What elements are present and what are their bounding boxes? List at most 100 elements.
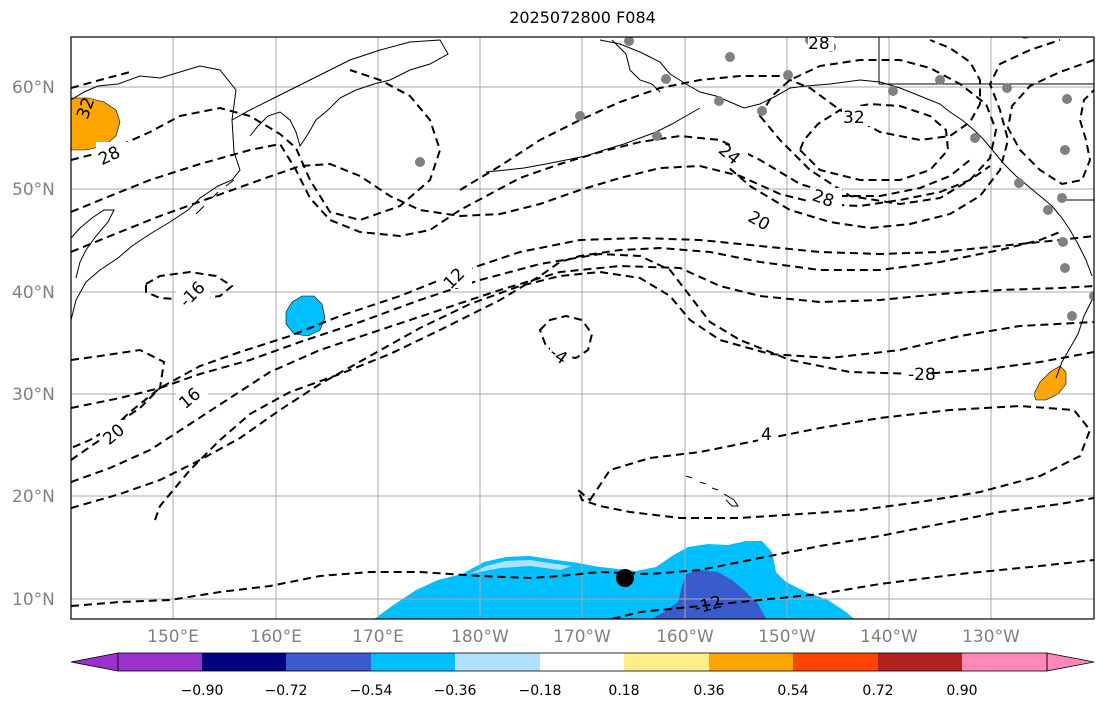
station-dot [661, 74, 671, 84]
boundary-us-canada [879, 83, 1094, 201]
station-dots [415, 37, 1094, 321]
contours [71, 39, 1094, 619]
colorbar-segment [371, 653, 455, 671]
contour-line [798, 102, 950, 181]
contour-line [71, 264, 1094, 483]
station-dot [1058, 237, 1068, 247]
colorbar-label: 0.54 [777, 683, 808, 699]
colorbar-extend-right [1046, 652, 1095, 672]
colorbar-extend-left [70, 652, 119, 672]
colorbar: −0.90 −0.72 −0.54 −0.36 −0.18 0.18 0.36 … [70, 652, 1095, 699]
anomaly-region-blue [651, 570, 767, 619]
station-dot [1002, 83, 1012, 93]
colorbar-label: −0.54 [350, 683, 393, 699]
coastline-baja [1055, 299, 1093, 379]
contour-line [71, 69, 442, 222]
coastline-kuril [195, 179, 235, 215]
lon-label: 150°E [147, 627, 199, 647]
contour-line [758, 59, 998, 206]
colorbar-segment [286, 653, 371, 671]
contour-line [607, 559, 1094, 619]
contour-line [71, 134, 971, 238]
anomaly-region-cyan-blob [285, 295, 326, 337]
lat-label: 10°N [12, 590, 55, 610]
colorbar-label: 0.72 [862, 683, 893, 699]
map-title: 2025072800 F084 [509, 8, 656, 27]
station-dot [935, 75, 945, 85]
lat-label: 30°N [12, 385, 55, 405]
colorbar-segment [962, 653, 1047, 671]
anomaly-region-orange-baja [1033, 365, 1067, 401]
contour-line [1006, 59, 1094, 186]
graticule [71, 37, 1094, 619]
coastline-alaska [599, 39, 1093, 277]
colorbar-segment [118, 653, 202, 671]
lon-label: 140°W [860, 627, 918, 647]
coastline-aleutians [485, 107, 701, 173]
storm-center-marker [616, 569, 634, 587]
colorbar-segment [202, 653, 286, 671]
anomaly-region-lightblue-edge [470, 560, 572, 574]
contour-label: 28 [808, 34, 830, 54]
contour-line [71, 252, 1094, 409]
lat-label: 60°N [12, 78, 55, 98]
contour-line [71, 348, 166, 449]
coastline-hawaii [685, 475, 739, 507]
station-dot [1067, 311, 1077, 321]
colorbar-segment [624, 653, 709, 671]
colorbar-segment [878, 653, 962, 671]
coastline-bering [611, 39, 661, 93]
lon-label: 180°W [451, 627, 509, 647]
contour-line [71, 162, 991, 253]
station-dot [888, 86, 898, 96]
map-frame [70, 36, 1095, 620]
station-dot [970, 133, 980, 143]
station-dot [1060, 263, 1070, 273]
lon-label: 170°E [352, 627, 404, 647]
contour-line [459, 39, 981, 191]
colorbar-segment [455, 653, 540, 671]
lon-label: 170°W [553, 627, 611, 647]
contour-line [71, 270, 1094, 509]
colorbar-segment [540, 653, 624, 671]
contour-line [71, 71, 131, 89]
contour-label: 4 [761, 425, 772, 445]
contour-line [145, 270, 234, 302]
colorbar-label: 0.90 [946, 683, 977, 699]
station-dot [714, 96, 724, 106]
colorbar-label: −0.36 [434, 683, 477, 699]
colorbar-label: −0.18 [519, 683, 562, 699]
contour-label: -28 [908, 365, 936, 385]
colorbar-label: 0.18 [608, 683, 639, 699]
station-dot [757, 106, 767, 116]
colorbar-label: −0.72 [265, 683, 308, 699]
colorbar-segment [709, 653, 793, 671]
station-dot [783, 70, 793, 80]
lon-label: 130°W [962, 627, 1020, 647]
station-dot [1043, 205, 1053, 215]
lat-label: 50°N [12, 180, 55, 200]
colorbar-segment [793, 653, 878, 671]
colorbar-label: 0.36 [693, 683, 724, 699]
station-dot [1057, 193, 1067, 203]
station-dot [725, 52, 735, 62]
coastline-asia [71, 65, 241, 321]
contour-line [154, 231, 1061, 521]
station-dot [1060, 145, 1070, 155]
lon-label: 150°W [758, 627, 816, 647]
station-dot [575, 111, 585, 121]
anomaly-region-orange-kamchatka [71, 97, 121, 151]
lon-label: 160°W [656, 627, 714, 647]
station-dot [415, 157, 425, 167]
longitude-labels: 150°E 160°E 170°E 180°W 170°W 160°W 150°… [147, 627, 1020, 647]
lat-label: 40°N [12, 283, 55, 303]
lat-label: 20°N [12, 487, 55, 507]
station-dot [624, 37, 634, 46]
colorbar-frame [117, 652, 1048, 672]
station-dot [1089, 291, 1094, 301]
contour-line [719, 39, 1061, 230]
contour-label: 32 [843, 108, 865, 128]
lon-label: 160°E [250, 627, 302, 647]
station-dot [1014, 178, 1024, 188]
